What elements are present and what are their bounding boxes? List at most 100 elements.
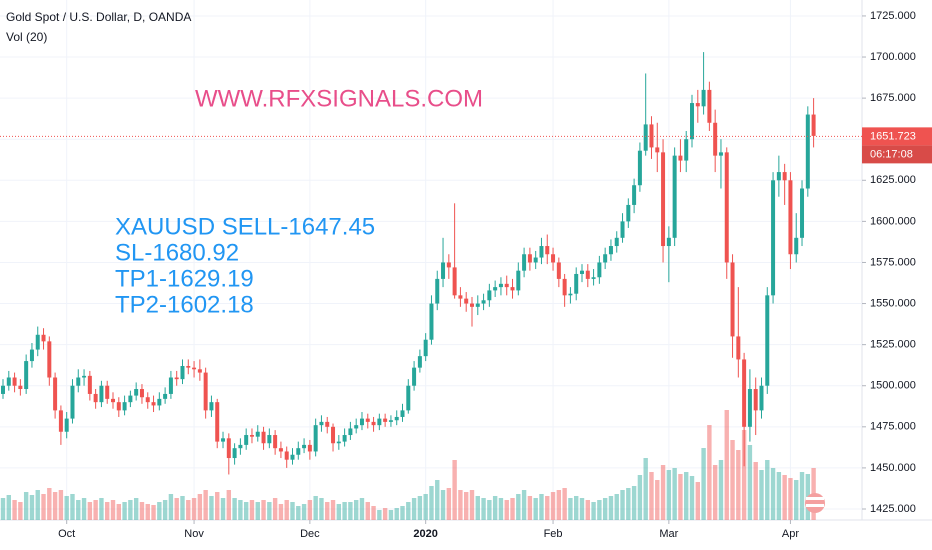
candle-body (614, 237, 619, 247)
signal-text: TP1-1629.19 (115, 265, 254, 292)
volume-bar (429, 486, 434, 520)
volume-bar (145, 504, 150, 520)
volume-bar (243, 502, 249, 520)
volume-bar (660, 465, 666, 520)
volume-bar (255, 502, 260, 520)
volume-bar (93, 500, 98, 520)
candle-body (290, 454, 295, 460)
chart-title: Gold Spot / U.S. Dollar, D, OANDA (6, 10, 191, 24)
volume-bar (139, 502, 145, 520)
volume-bar (487, 500, 492, 520)
volume-bar (330, 500, 336, 520)
volume-bar (741, 430, 747, 520)
candle-body (742, 359, 747, 427)
volume-bar (81, 498, 87, 520)
candle-body (469, 303, 474, 307)
volume-bar (261, 500, 266, 520)
volume-bar (579, 498, 585, 520)
candle-body (608, 246, 613, 255)
candle-body (498, 283, 503, 288)
candle-body (759, 385, 764, 411)
volume-bar (736, 450, 741, 520)
candle-body (128, 395, 133, 403)
volume-bar (655, 480, 660, 520)
candle-body (782, 172, 787, 181)
candle-body (76, 377, 81, 386)
volume-bar (672, 468, 677, 520)
y-tick-label: 1700.000 (870, 51, 916, 63)
volume-bar (678, 474, 683, 520)
volume-bar (794, 480, 799, 520)
candle-body (510, 287, 515, 291)
volume-bar (394, 508, 399, 520)
candle-body (435, 278, 440, 304)
volume-bar (105, 502, 110, 520)
volume-bar (510, 498, 515, 520)
x-tick-label: Feb (544, 528, 563, 540)
y-tick-label: 1600.000 (870, 215, 916, 227)
flag-circle (805, 493, 825, 513)
volume-bar (116, 504, 121, 520)
volume-bar (209, 496, 214, 520)
volume-bar (568, 498, 573, 520)
volume-bar (290, 502, 295, 520)
candle-body (134, 389, 139, 396)
candle-body (626, 204, 631, 222)
volume-bar (782, 475, 787, 520)
volume-bar (666, 470, 672, 520)
candle-body (307, 444, 312, 452)
countdown-label: 06:17:08 (870, 148, 913, 160)
candle-body (736, 336, 741, 360)
x-tick-label: Apr (782, 528, 799, 540)
candle-body (342, 435, 347, 442)
candle-body (24, 361, 29, 390)
candle-body (516, 270, 521, 291)
volume-bar (435, 480, 440, 520)
volume-bar (41, 494, 46, 520)
volume-bar (388, 510, 394, 520)
axes: 1425.000 1450.000 1475.000 1500.000 1525.000… (0, 10, 932, 540)
annotations: XAUUSD SELL-1647.45SL-1680.92TP1-1629.19… (115, 213, 375, 318)
volume-bar (174, 498, 179, 520)
volume-bar (151, 505, 156, 520)
candle-body (562, 278, 567, 296)
volume-bar (446, 488, 452, 520)
x-tick-label: 2020 (413, 528, 437, 540)
volume-bar (776, 472, 782, 520)
candle-body (423, 339, 428, 357)
candle-body (551, 254, 556, 263)
candle-body (244, 435, 249, 445)
candle-body (47, 341, 52, 378)
candle-body (203, 372, 208, 411)
candle-body (417, 356, 422, 368)
volume-bar (0, 498, 6, 520)
candle-body (296, 448, 301, 455)
volume-bar (481, 498, 486, 520)
volume-bar (58, 490, 64, 520)
candle-body (354, 425, 359, 429)
candle-body (446, 262, 451, 268)
volume-bar (35, 490, 40, 520)
volume-bar (29, 495, 35, 520)
volume-bar (423, 494, 428, 520)
candle-body (406, 385, 411, 411)
volume-bar (527, 496, 533, 520)
candle-body (765, 295, 770, 386)
volume-bar (504, 500, 509, 520)
candle-body (197, 369, 202, 373)
volume-bar (492, 496, 498, 520)
volume-bar (631, 486, 637, 520)
candle-body (139, 389, 144, 398)
volume-bar (110, 500, 116, 520)
candle-body (412, 367, 417, 386)
candle-body (359, 418, 364, 426)
volume-bar (99, 498, 104, 520)
candle-body (192, 367, 197, 370)
candle-body (522, 254, 527, 271)
volume-bar (400, 506, 405, 520)
candle-body (122, 402, 127, 411)
candle-body (475, 303, 480, 307)
candle-body (794, 237, 799, 255)
volume-bar (64, 496, 69, 520)
